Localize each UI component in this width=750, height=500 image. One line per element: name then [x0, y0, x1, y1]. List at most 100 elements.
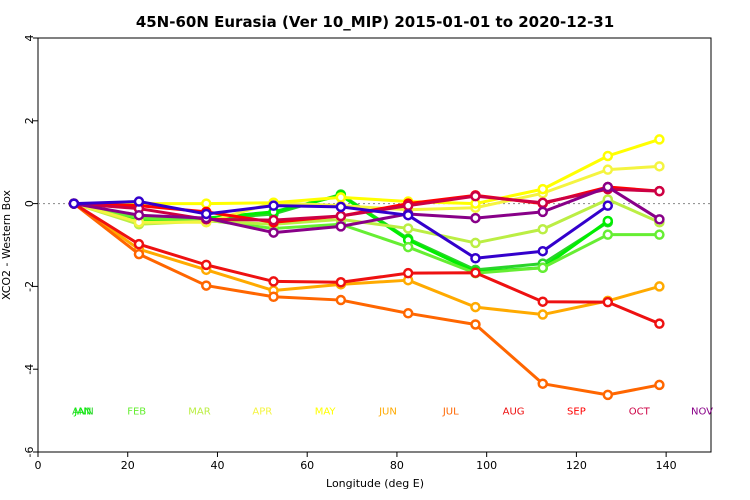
- data-point-jul: [537, 378, 548, 389]
- y-tick-label: -2: [23, 281, 36, 292]
- data-point-jun: [537, 309, 548, 320]
- data-point-aug: [470, 267, 481, 278]
- x-tick-label: 40: [210, 459, 224, 472]
- y-tick-label: 2: [23, 117, 36, 124]
- y-tick-label: -4: [23, 364, 36, 375]
- series-line-feb: [73, 202, 660, 275]
- data-point-apr: [602, 164, 614, 175]
- legend-ann: ANN: [72, 407, 94, 418]
- data-point-jul: [402, 308, 414, 319]
- x-axis-label: Longitude (deg E): [326, 477, 424, 490]
- data-point-oct: [470, 190, 481, 202]
- legend-mar: MAR: [188, 407, 210, 418]
- data-point-nov: [654, 214, 665, 225]
- x-tick-label: 60: [300, 459, 314, 472]
- data-point-aug: [654, 318, 665, 329]
- data-point-mar: [537, 224, 548, 235]
- data-point-feb: [602, 229, 614, 240]
- legend-oct: OCT: [629, 407, 651, 418]
- data-point-may: [537, 183, 548, 195]
- data-point-dec: [470, 252, 481, 264]
- legend-sep: SEP: [567, 407, 586, 418]
- legend-apr: APR: [252, 407, 272, 418]
- data-point-oct: [402, 200, 414, 211]
- data-point-feb: [537, 262, 548, 274]
- data-point-aug: [537, 296, 548, 307]
- data-point-dec: [402, 209, 414, 221]
- data-point-may: [654, 134, 665, 145]
- data-point-jan: [602, 215, 614, 227]
- x-tick-label: 140: [656, 459, 677, 472]
- series-line-apr: [73, 164, 660, 224]
- series-dec: [68, 196, 614, 264]
- series-line-jun: [73, 202, 660, 317]
- x-tick-label: 80: [390, 459, 404, 472]
- legend: ANNJANFEBMARAPRMAYJUNJULAUGSEPOCTNOVDEC: [72, 407, 713, 418]
- data-point-oct: [654, 185, 665, 197]
- data-point-may: [201, 198, 212, 209]
- plot-frame: [37, 37, 712, 453]
- data-point-may: [602, 150, 614, 162]
- data-point-oct: [537, 197, 548, 209]
- legend-jun: JUN: [378, 407, 397, 418]
- data-point-mar: [470, 237, 481, 249]
- data-point-jul: [335, 294, 347, 306]
- axis-ticks: 0 20 40 60 80 100 120 140 -6 -4 -2 0 2 4: [23, 35, 677, 473]
- data-point-jul: [268, 291, 279, 302]
- data-point-aug: [133, 238, 145, 250]
- legend-feb: FEB: [127, 407, 146, 418]
- data-point-aug: [201, 259, 212, 271]
- x-tick-label: 20: [121, 459, 135, 472]
- data-point-dec: [133, 196, 145, 207]
- data-point-aug: [402, 267, 414, 279]
- data-point-dec: [602, 200, 614, 211]
- data-point-feb: [402, 241, 414, 253]
- series-line-aug: [73, 202, 660, 326]
- data-point-nov: [537, 206, 548, 218]
- data-point-nov: [268, 227, 279, 238]
- data-point-mar: [402, 223, 414, 234]
- y-tick-label: 0: [23, 200, 36, 207]
- series-line-may: [73, 138, 660, 206]
- data-point-oct: [268, 214, 279, 226]
- legend-jan: JAN: [73, 407, 91, 418]
- data-point-aug: [335, 277, 347, 288]
- data-point-nov: [470, 212, 481, 224]
- legend-jul: JUL: [442, 407, 459, 418]
- data-point-feb: [654, 229, 665, 240]
- data-point-jul: [133, 248, 145, 260]
- data-point-may: [335, 192, 347, 203]
- y-axis-label: XCO2 - Western Box: [0, 189, 13, 300]
- series-layer: [68, 134, 665, 401]
- data-point-aug: [602, 296, 614, 308]
- y-tick-label: 4: [23, 35, 36, 42]
- data-point-aug: [268, 276, 279, 287]
- series-aug: [68, 198, 665, 329]
- data-point-apr: [654, 161, 665, 172]
- data-point-dec: [268, 200, 279, 211]
- data-point-dec: [537, 245, 548, 257]
- x-tick-label: 100: [476, 459, 497, 472]
- legend-may: MAY: [315, 407, 337, 418]
- series-line-jul: [72, 202, 660, 397]
- data-point-dec: [68, 198, 80, 209]
- legend-aug: AUG: [503, 407, 525, 418]
- data-point-jul: [470, 319, 481, 330]
- data-point-dec: [201, 208, 212, 220]
- data-point-nov: [602, 181, 614, 193]
- data-point-jul: [602, 389, 614, 401]
- data-point-nov: [335, 221, 347, 232]
- data-point-dec: [335, 201, 347, 213]
- x-tick-label: 120: [566, 459, 587, 472]
- data-point-jul: [654, 379, 665, 391]
- data-point-nov: [133, 209, 145, 221]
- legend-nov: NOV: [691, 407, 713, 418]
- data-point-jul: [201, 280, 212, 291]
- series-line-nov: [73, 185, 661, 235]
- data-point-jun: [654, 281, 665, 292]
- chart-title: 45N-60N Eurasia (Ver 10_MIP) 2015-01-01 …: [136, 13, 614, 31]
- data-point-oct: [335, 210, 347, 222]
- data-point-jun: [470, 301, 481, 313]
- y-tick-label: -6: [23, 447, 36, 458]
